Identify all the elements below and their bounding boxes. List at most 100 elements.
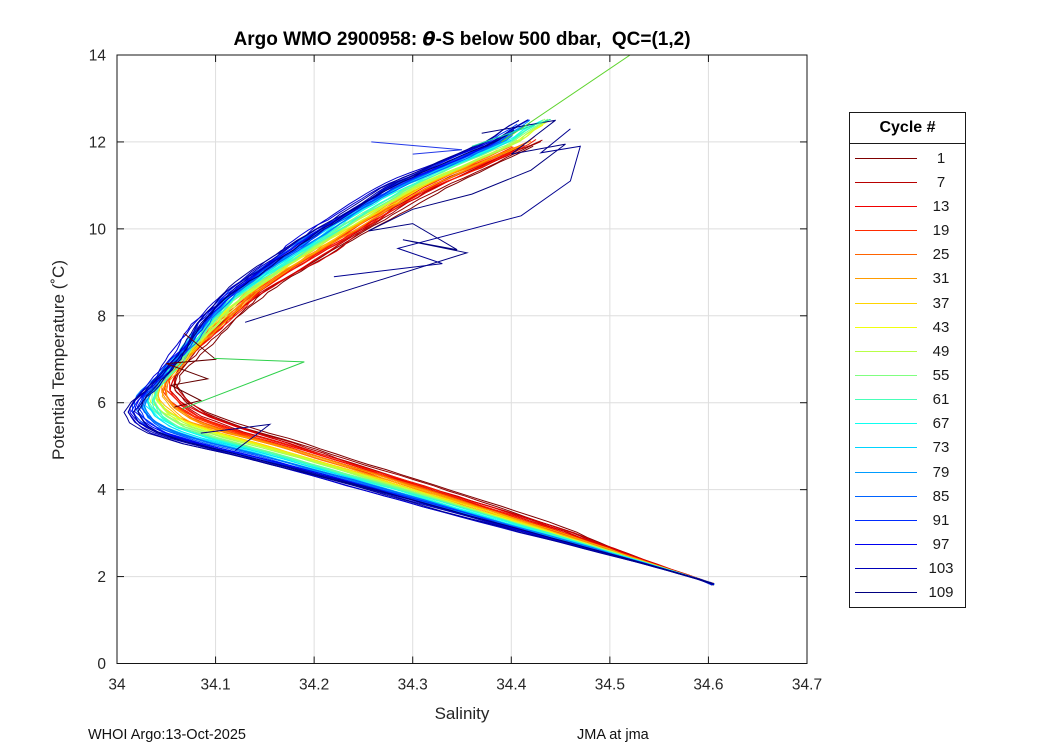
grid bbox=[117, 55, 807, 664]
legend-cycle-label: 79 bbox=[932, 463, 950, 481]
profile-curve-cycle-77 bbox=[144, 139, 713, 584]
legend-row-cycle-43: 43 bbox=[850, 315, 965, 339]
legend-row-cycle-13: 13 bbox=[850, 194, 965, 218]
profile-curve-cycle-83 bbox=[143, 134, 715, 585]
legend-cycle-label: 1 bbox=[936, 149, 946, 167]
x-tick-label: 34.3 bbox=[398, 677, 428, 694]
legend-row-cycle-7: 7 bbox=[850, 170, 965, 194]
legend-line-swatch bbox=[855, 302, 917, 304]
legend-line-swatch bbox=[855, 181, 917, 183]
outlier-maroon-zigzag-turn bbox=[166, 332, 217, 408]
x-tick-label: 34.7 bbox=[792, 677, 822, 694]
outlier-curves bbox=[166, 55, 631, 451]
profile-curve-cycle-9 bbox=[174, 146, 715, 586]
profile-curve-cycle-7 bbox=[169, 144, 712, 584]
x-axis-label: Salinity bbox=[434, 704, 490, 723]
legend-cycle-label: 91 bbox=[932, 511, 950, 529]
legend-cycle-label: 25 bbox=[932, 246, 950, 264]
legend-cycle-label: 31 bbox=[932, 270, 950, 288]
x-tick-label: 34.5 bbox=[595, 677, 625, 694]
legend-line-swatch bbox=[855, 423, 917, 425]
profile-curve-cycle-87 bbox=[140, 136, 715, 586]
legend-row-cycle-31: 31 bbox=[850, 267, 965, 291]
profile-curve-cycle-73 bbox=[141, 135, 714, 585]
outlier-navy-zigzag-upper bbox=[244, 119, 566, 323]
axes-frame bbox=[116, 54, 808, 664]
legend-box: Cycle # 1 7 13 19 25 31 37 43 49 55 61 67 73 79 85 91 97… bbox=[849, 112, 966, 608]
legend-line-swatch bbox=[855, 205, 917, 207]
legend-row-cycle-79: 79 bbox=[850, 460, 965, 484]
y-tick-label: 10 bbox=[89, 221, 107, 238]
y-tick-label: 2 bbox=[97, 569, 106, 586]
plot-title-pre: Argo WMO 2900958: bbox=[233, 29, 423, 50]
y-tick-label: 12 bbox=[89, 134, 106, 151]
profile-curve-cycle-25 bbox=[164, 146, 714, 586]
legend-row-cycle-103: 103 bbox=[850, 557, 965, 581]
legend-line-swatch bbox=[855, 568, 917, 570]
profile-curve-cycle-45 bbox=[148, 141, 713, 586]
x-tick-label: 34.6 bbox=[693, 677, 723, 694]
profile-curve-cycle-107 bbox=[123, 119, 713, 585]
y-tick-labels: 0 2 4 6 8 10 12 14 bbox=[89, 48, 107, 674]
profile-curve-cycle-85 bbox=[141, 124, 714, 585]
legend-cycle-label: 85 bbox=[932, 487, 950, 505]
profile-curve-cycle-59 bbox=[147, 123, 713, 584]
profile-curve-cycle-11 bbox=[169, 150, 714, 585]
legend-line-swatch bbox=[855, 495, 917, 497]
x-tick-label: 34.1 bbox=[200, 677, 230, 694]
legend-row-cycle-55: 55 bbox=[850, 363, 965, 387]
profile-curve-cycle-41 bbox=[155, 124, 714, 585]
theta-symbol: θ bbox=[422, 28, 436, 50]
profile-curve-cycle-15 bbox=[161, 150, 714, 584]
legend-line-swatch bbox=[855, 326, 917, 328]
legend-cycle-label: 73 bbox=[932, 439, 950, 457]
legend-title: Cycle # bbox=[850, 113, 965, 144]
legend-row-cycle-37: 37 bbox=[850, 291, 965, 315]
profile-curve-cycle-91 bbox=[138, 125, 713, 586]
profile-curve-cycle-27 bbox=[157, 145, 714, 585]
legend-cycle-label: 61 bbox=[932, 391, 950, 409]
legend-line-swatch bbox=[855, 399, 917, 401]
profile-curve-cycle-99 bbox=[129, 135, 715, 586]
legend-line-swatch bbox=[855, 471, 917, 473]
legend-cycle-label: 37 bbox=[932, 294, 950, 312]
legend-cycle-label: 67 bbox=[932, 415, 950, 433]
legend-line-swatch bbox=[855, 254, 917, 256]
legend-line-swatch bbox=[855, 230, 917, 232]
legend-cycle-label: 109 bbox=[928, 584, 954, 602]
footer-jma: JMA at jma bbox=[577, 727, 649, 743]
profile-curve-cycle-3 bbox=[173, 141, 715, 586]
legend-line-swatch bbox=[855, 278, 917, 280]
y-tick-label: 14 bbox=[89, 48, 107, 65]
legend-row-cycle-73: 73 bbox=[850, 436, 965, 460]
legend-row-cycle-97: 97 bbox=[850, 533, 965, 557]
profile-curves bbox=[123, 118, 715, 586]
profile-curve-cycle-69 bbox=[144, 123, 712, 584]
profile-curve-cycle-23 bbox=[164, 140, 714, 585]
x-tick-label: 34.4 bbox=[496, 677, 527, 694]
profile-curve-cycle-13 bbox=[166, 149, 713, 584]
x-tick-labels: 34 34.1 34.2 34.3 34.4 34.5 34.6 34.7 bbox=[108, 677, 822, 694]
legend-row-cycle-91: 91 bbox=[850, 508, 965, 532]
legend-line-swatch bbox=[855, 544, 917, 546]
legend-line-swatch bbox=[855, 374, 917, 376]
profile-curve-cycle-19 bbox=[162, 146, 714, 586]
profile-curve-cycle-29 bbox=[161, 146, 714, 586]
y-tick-label: 0 bbox=[97, 656, 106, 673]
profile-curve-cycle-31 bbox=[166, 140, 714, 586]
legend-cycle-label: 19 bbox=[932, 222, 950, 240]
legend-row-cycle-85: 85 bbox=[850, 484, 965, 508]
profile-curve-cycle-1 bbox=[176, 145, 714, 585]
x-tick-label: 34.2 bbox=[299, 677, 329, 694]
legend-line-swatch bbox=[855, 592, 917, 594]
profile-curve-cycle-39 bbox=[155, 139, 714, 584]
legend-line-swatch bbox=[855, 350, 917, 352]
legend-row-cycle-49: 49 bbox=[850, 339, 965, 363]
outlier-navy-zigzag-right bbox=[333, 128, 581, 278]
outlier-green-ray-top bbox=[501, 55, 631, 143]
legend-cycle-label: 49 bbox=[932, 342, 950, 360]
legend-row-cycle-109: 109 bbox=[850, 581, 965, 605]
legend-row-cycle-25: 25 bbox=[850, 243, 965, 267]
y-tick-label: 6 bbox=[97, 395, 106, 412]
profile-curve-cycle-49 bbox=[153, 139, 714, 584]
